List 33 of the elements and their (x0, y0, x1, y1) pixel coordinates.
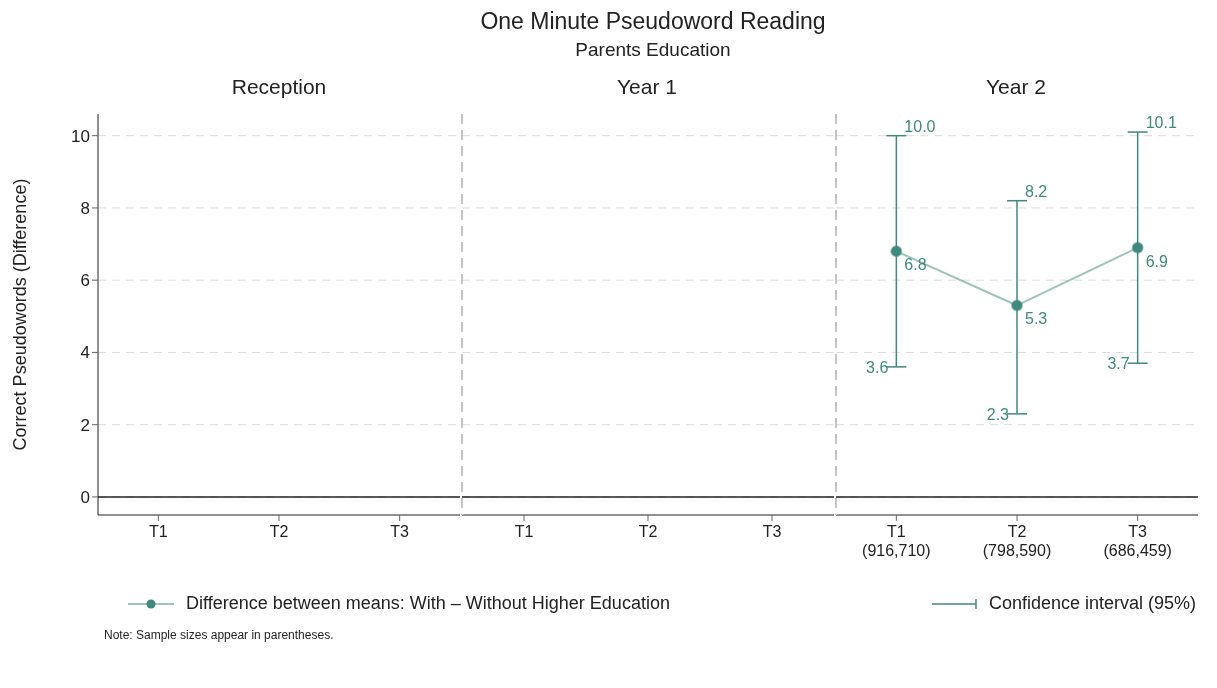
data-label: 6.9 (1145, 252, 1169, 270)
y-tick-label: 10 (71, 126, 90, 146)
chart-title: Reception (230, 75, 328, 100)
text: Parents Education (574, 39, 732, 61)
annotation: 3.7 (1107, 355, 1130, 373)
y-tick-label: 0 (80, 487, 90, 507)
text: One Minute Pseudoword Reading (479, 8, 827, 35)
x-tick-label: T3 (762, 523, 782, 540)
x-tick-label: T1 (149, 523, 168, 540)
x-tick-label: T3 (686,459) (1103, 523, 1172, 559)
y-tick-label: 6 (80, 271, 90, 291)
annotation: 3.6 (866, 358, 889, 376)
annotation: 8.2 (1025, 182, 1048, 200)
y-axis-title: Correct Pseudowords (Difference) (10, 178, 31, 451)
annotation: 2.3 (986, 405, 1010, 423)
x-tick-label: T2 (638, 523, 658, 540)
x-tick-label: T2 (798,590) (982, 523, 1052, 559)
text: Confidence interval (95%) (987, 593, 1196, 614)
y-tick-label: 8 (80, 198, 90, 218)
chart-title: Year 2 (985, 75, 1047, 100)
annotation: 10.1 (1145, 114, 1177, 132)
data-label: 6.8 (904, 256, 927, 274)
data-label: 5.3 (1025, 310, 1048, 328)
x-tick-label: T1 (916,710) (862, 523, 931, 559)
annotation: 10.0 (904, 117, 936, 135)
chart-title: Year 1 (616, 75, 678, 100)
text: Note: Sample sizes appear in parentheses. (103, 628, 335, 642)
x-tick-label: T3 (390, 523, 410, 540)
legend-label: Difference between means: With – Without Higher Education (185, 593, 670, 614)
y-tick-label: 2 (80, 415, 90, 435)
y-tick-label: 4 (80, 343, 90, 363)
x-tick-label: T2 (269, 523, 289, 540)
x-tick-label: T1 (514, 523, 534, 540)
